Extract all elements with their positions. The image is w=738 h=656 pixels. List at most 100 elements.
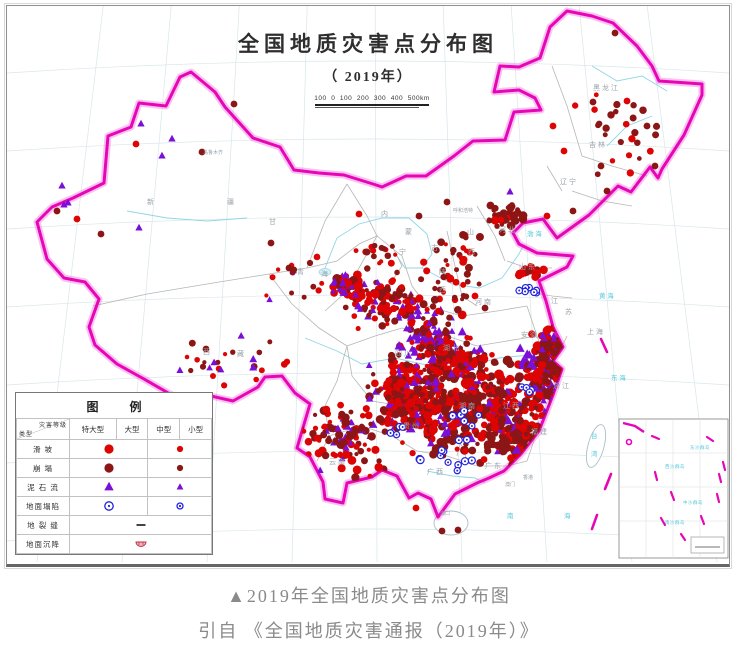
svg-text:蒙: 蒙: [405, 227, 412, 236]
scale-bar-labels: 100 0 100 200 300 400 500km: [314, 95, 430, 102]
disaster-points: [176, 92, 661, 482]
svg-text:黑 龙 江: 黑 龙 江: [593, 83, 618, 92]
legend-symbol-triangle: [176, 483, 184, 490]
legend-col-1: 大型: [115, 418, 149, 440]
svg-text:新: 新: [147, 197, 154, 206]
svg-text:贵 州: 贵 州: [403, 421, 419, 430]
legend-header-row: 灾害等级 类型 特大型 大型 中型 小型: [16, 418, 212, 440]
svg-text:广 东: 广 东: [485, 461, 501, 470]
svg-text:吉 林: 吉 林: [589, 140, 605, 149]
svg-text:河 南: 河 南: [475, 297, 491, 306]
taiwan-island: [585, 424, 607, 468]
svg-text:湾: 湾: [591, 449, 598, 458]
legend-row-label: 地面沉降: [16, 534, 70, 554]
svg-text:疆: 疆: [227, 198, 234, 206]
scale-bar-line: [315, 104, 429, 106]
legend-row-5: 地面沉降: [16, 534, 212, 554]
legend-title: 图 例: [86, 400, 156, 414]
svg-text:渤 海: 渤 海: [527, 229, 542, 238]
legend-row-2: 泥 石 流: [16, 477, 212, 497]
svg-text:甘: 甘: [269, 217, 276, 226]
svg-text:山 东: 山 东: [519, 262, 535, 271]
svg-text:西: 西: [468, 248, 475, 256]
legend-row-0: 滑 坡: [16, 439, 212, 459]
map-subtitle: （ 2019年）: [323, 70, 413, 85]
scale-bar: 100 0 100 200 300 400 500km: [307, 95, 437, 108]
legend-col-3: 小型: [179, 418, 212, 440]
svg-text:广 西: 广 西: [427, 467, 443, 476]
legend-row-label: 崩 塌: [16, 458, 70, 478]
legend-symbol-circle: [176, 445, 183, 453]
legend-row-label: 地 裂 缝: [16, 515, 70, 535]
svg-text:湖 北: 湖 北: [443, 343, 459, 352]
svg-text:海口: 海口: [440, 510, 450, 517]
legend-row-label: 泥 石 流: [16, 477, 70, 497]
svg-text:宁: 宁: [399, 247, 406, 256]
map-panel: 东沙群岛 西沙群岛 中沙群岛 南沙群岛黑 龙 江吉 林辽 宁内蒙古新疆甘青海西藏山西陕…: [4, 3, 732, 569]
legend: 图 例 灾害等级 类型 特大型 大型 中型 小型 滑 坡崩 塌泥 石 流地面: [15, 392, 213, 555]
svg-text:呼和浩特: 呼和浩特: [453, 207, 473, 214]
legend-row-1: 崩 塌: [16, 458, 212, 478]
map-labels: 黑 龙 江吉 林辽 宁内蒙古新 疆甘青 海西 藏山西陕西宁河 北山 东河 南江苏安 徽…: [147, 83, 626, 520]
legend-symbol-ring: [176, 502, 184, 510]
disaster-points-sparse: [53, 29, 659, 535]
svg-text:福 建: 福 建: [531, 427, 547, 436]
svg-text:山: 山: [467, 227, 474, 236]
legend-symbol-circle: [104, 463, 114, 473]
svg-text:南: 南: [507, 511, 514, 520]
svg-text:海: 海: [321, 269, 328, 278]
legend-col-2: 中型: [147, 418, 181, 440]
legend-symbol-triangle: [104, 481, 114, 491]
svg-text:台: 台: [591, 431, 598, 440]
svg-text:黄 海: 黄 海: [599, 291, 614, 300]
legend-row-label: 地面塌陷: [16, 496, 70, 516]
svg-text:辽 宁: 辽 宁: [560, 177, 576, 186]
svg-text:西沙群岛: 西沙群岛: [665, 463, 685, 470]
legend-table: 灾害等级 类型 特大型 大型 中型 小型 滑 坡崩 塌泥 石 流地面塌陷地 裂 …: [16, 418, 212, 554]
svg-text:江: 江: [551, 297, 558, 305]
legend-symbol-dash: [136, 524, 145, 526]
svg-text:澳门: 澳门: [505, 481, 515, 488]
legend-body: 滑 坡崩 塌泥 石 流地面塌陷地 裂 缝地面沉降: [16, 439, 212, 554]
map-title: 全国地质灾害点分布图: [238, 32, 498, 56]
svg-text:海: 海: [564, 511, 571, 520]
legend-row-label: 滑 坡: [16, 439, 70, 459]
svg-text:河 北: 河 北: [499, 226, 515, 234]
svg-text:西: 西: [203, 348, 210, 356]
legend-symbol-subside: [135, 541, 146, 547]
legend-corner-top: 灾害等级: [38, 423, 67, 429]
svg-text:东沙群岛: 东沙群岛: [690, 444, 710, 451]
svg-text:苏: 苏: [565, 307, 572, 316]
svg-text:乌鲁木齐: 乌鲁木齐: [203, 149, 223, 156]
legend-row-4: 地 裂 缝: [16, 515, 212, 535]
legend-symbol-circle: [176, 464, 183, 472]
legend-col-0: 特大型: [69, 418, 117, 440]
figure-caption-line2: 引自 《全国地质灾害通报（2019年）》: [198, 621, 540, 641]
svg-text:四 川: 四 川: [395, 350, 411, 358]
svg-text:内: 内: [381, 209, 388, 218]
svg-text:云 南: 云 南: [329, 457, 345, 466]
legend-row-3: 地面塌陷: [16, 496, 212, 516]
figure-caption-line1: ▲2019年全国地质灾害点分布图: [227, 586, 511, 606]
svg-text:古: 古: [431, 243, 438, 252]
svg-text:浙 江: 浙 江: [553, 381, 569, 390]
svg-text:江 西: 江 西: [503, 402, 519, 410]
scale-bar-line2: [315, 107, 419, 108]
svg-text:南沙群岛: 南沙群岛: [665, 519, 685, 526]
legend-corner-cell: 灾害等级 类型: [17, 419, 69, 439]
legend-symbol-circle: [104, 444, 114, 454]
legend-corner-bottom: 类型: [19, 432, 34, 438]
svg-text:湖 南: 湖 南: [459, 401, 475, 410]
svg-text:青: 青: [297, 267, 304, 276]
svg-text:香港: 香港: [523, 474, 533, 481]
legend-symbol-ring: [103, 501, 114, 511]
svg-text:藏: 藏: [237, 349, 244, 358]
svg-text:陕: 陕: [439, 267, 446, 276]
china-boundary: [33, 7, 706, 531]
svg-text:安 徽: 安 徽: [521, 330, 537, 339]
svg-text:中沙群岛: 中沙群岛: [683, 499, 703, 506]
svg-text:东 海: 东 海: [611, 373, 626, 382]
